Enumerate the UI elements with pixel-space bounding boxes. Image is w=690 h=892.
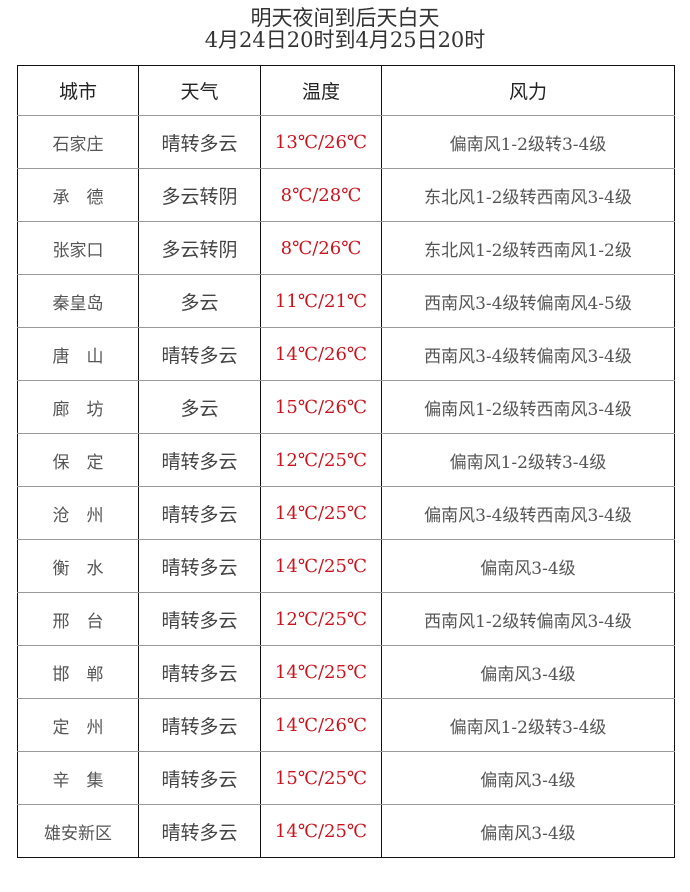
temperature-cell: 11℃/21℃ [260,274,382,328]
city-cell: 辛 集 [17,751,139,805]
city-cell: 秦皇岛 [17,274,139,328]
table-row: 邢 台晴转多云 12℃/25℃ 西南风1-2级转偏南风3-4级 [17,592,675,646]
temperature-cell: 14℃/25℃ [260,486,382,540]
table-row: 唐 山晴转多云 14℃/26℃ 西南风3-4级转偏南风3-4级 [17,327,675,381]
temperature-cell: 15℃/25℃ [260,751,382,805]
title: 明天夜间到后天白天 [250,6,440,30]
header-city: 城市 [17,65,139,116]
weather-cell: 晴转多云 [138,327,261,381]
subtitle: 4月24日20时到4月25日20时 [204,28,486,52]
city-cell: 邢 台 [17,592,139,646]
wind-cell: 西南风1-2级转偏南风3-4级 [381,592,675,646]
wind-cell: 东北风1-2级转西南风3-4级 [381,168,675,222]
wind-cell: 偏南风3-4级 [381,645,675,699]
temperature-cell: 8℃/28℃ [260,168,382,222]
table-row: 石家庄 晴转多云 13℃/26℃ 偏南风1-2级转3-4级 [17,115,675,169]
table-row: 承 德多云转阴 8℃/28℃ 东北风1-2级转西南风3-4级 [17,168,675,222]
temperature-cell: 12℃/25℃ [260,433,382,487]
wind-cell: 偏南风3-4级 [381,539,675,593]
wind-cell: 偏南风3-4级 [381,751,675,805]
weather-cell: 晴转多云 [138,645,261,699]
temperature-cell: 8℃/26℃ [260,221,382,275]
temperature-cell: 14℃/25℃ [260,804,382,858]
weather-cell: 晴转多云 [138,698,261,752]
table-row: 秦皇岛 多云 11℃/21℃ 西南风3-4级转偏南风4-5级 [17,274,675,328]
temperature-cell: 13℃/26℃ [260,115,382,169]
wind-cell: 偏南风3-4级转西南风3-4级 [381,486,675,540]
wind-cell: 东北风1-2级转西南风1-2级 [381,221,675,275]
weather-cell: 晴转多云 [138,804,261,858]
wind-cell: 偏南风1-2级转3-4级 [381,433,675,487]
wind-cell: 西南风3-4级转偏南风3-4级 [381,327,675,381]
weather-cell: 晴转多云 [138,115,261,169]
header-row: 城市 天气 温度 风力 [17,65,675,116]
wind-cell: 西南风3-4级转偏南风4-5级 [381,274,675,328]
temperature-cell: 15℃/26℃ [260,380,382,434]
table-row: 辛 集晴转多云 15℃/25℃ 偏南风3-4级 [17,751,675,805]
table-row: 廊 坊多云 15℃/26℃ 偏南风1-2级转西南风3-4级 [17,380,675,434]
weather-cell: 多云转阴 [138,168,261,222]
temperature-cell: 14℃/25℃ [260,539,382,593]
weather-cell: 多云 [138,380,261,434]
wind-cell: 偏南风1-2级转3-4级 [381,115,675,169]
weather-cell: 晴转多云 [138,751,261,805]
city-cell: 邯 郸 [17,645,139,699]
weather-cell: 晴转多云 [138,433,261,487]
city-cell: 张家口 [17,221,139,275]
table-row: 沧 州晴转多云 14℃/25℃ 偏南风3-4级转西南风3-4级 [17,486,675,540]
table-row: 邯 郸晴转多云 14℃/25℃ 偏南风3-4级 [17,645,675,699]
wind-cell: 偏南风3-4级 [381,804,675,858]
city-cell: 雄安新区 [17,804,139,858]
temperature-cell: 14℃/26℃ [260,327,382,381]
header-weather: 天气 [138,65,261,116]
temperature-cell: 14℃/25℃ [260,645,382,699]
forecast-table: 城市 天气 温度 风力 石家庄 晴转多云 13℃/26℃ 偏南风1-2级转3-4级承 … [17,65,675,858]
city-cell: 承 德 [17,168,139,222]
wind-cell: 偏南风1-2级转西南风3-4级 [381,380,675,434]
city-cell: 定 州 [17,698,139,752]
city-cell: 衡 水 [17,539,139,593]
city-cell: 唐 山 [17,327,139,381]
table-row: 雄安新区 晴转多云 14℃/25℃ 偏南风3-4级 [17,804,675,858]
weather-cell: 多云 [138,274,261,328]
table-row: 衡 水晴转多云 14℃/25℃ 偏南风3-4级 [17,539,675,593]
header-temperature: 温度 [260,65,382,116]
header-wind: 风力 [381,65,675,116]
city-cell: 沧 州 [17,486,139,540]
table-row: 张家口 多云转阴 8℃/26℃ 东北风1-2级转西南风1-2级 [17,221,675,275]
weather-cell: 多云转阴 [138,221,261,275]
table-row: 保 定晴转多云 12℃/25℃ 偏南风1-2级转3-4级 [17,433,675,487]
city-cell: 廊 坊 [17,380,139,434]
temperature-cell: 14℃/26℃ [260,698,382,752]
city-cell: 石家庄 [17,115,139,169]
weather-cell: 晴转多云 [138,592,261,646]
weather-cell: 晴转多云 [138,539,261,593]
weather-cell: 晴转多云 [138,486,261,540]
temperature-cell: 12℃/25℃ [260,592,382,646]
city-cell: 保 定 [17,433,139,487]
wind-cell: 偏南风1-2级转3-4级 [381,698,675,752]
table-row: 定 州晴转多云 14℃/26℃ 偏南风1-2级转3-4级 [17,698,675,752]
